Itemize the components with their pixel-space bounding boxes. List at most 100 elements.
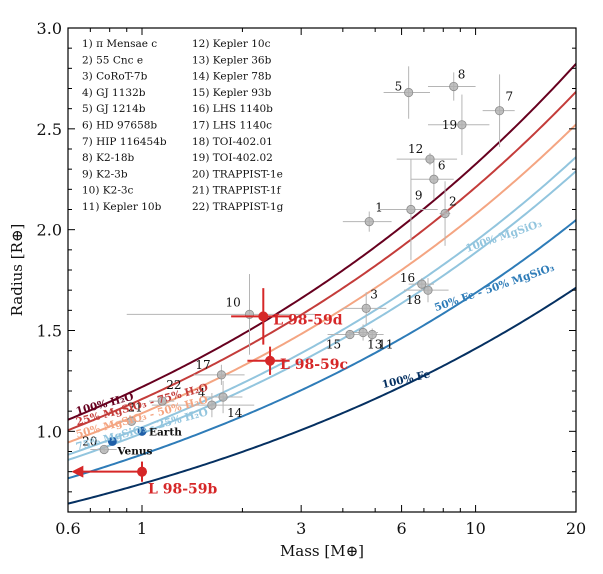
literature-planet: 7	[482, 74, 515, 147]
composition-curve	[68, 170, 576, 461]
curve-label: 100% Fe	[381, 368, 432, 391]
literature-planet: 18	[403, 278, 449, 307]
literature-planet: 19	[427, 94, 490, 156]
legend-entry: 2) 55 Cnc e	[82, 54, 143, 66]
y-tick-label: 2.0	[37, 221, 62, 240]
literature-planet: 14	[200, 380, 243, 420]
planet-marker	[406, 204, 416, 215]
legend-entry: 10) K2-3c	[82, 185, 134, 197]
planet-number-label: 19	[442, 118, 457, 132]
planet-number-label: 20	[82, 434, 97, 448]
x-tick-label: 10	[465, 519, 485, 538]
planet-marker	[417, 279, 427, 289]
planet-number-label: 22	[166, 378, 181, 392]
legend-entry: 4) GJ 1132b	[82, 87, 146, 99]
solar-system-label: Earth	[149, 426, 182, 438]
solar-system-planets: Earth Venus	[107, 426, 182, 457]
legend-entry: 9) K2-3b	[82, 168, 128, 180]
planet-number-label: 6	[438, 158, 446, 172]
composition-curve	[68, 91, 576, 432]
composition-curve	[68, 63, 576, 421]
legend-entry: 6) HD 97658b	[82, 120, 157, 132]
planet-marker	[258, 311, 269, 322]
highlighted-planet: L 98-59c	[247, 346, 348, 375]
x-tick-label: 3	[296, 519, 306, 538]
highlighted-planet-label: L 98-59c	[280, 357, 348, 373]
planet-number-label: 4	[198, 386, 206, 400]
legend-entry: 18) TOI-402.01	[192, 136, 273, 148]
composition-curve	[68, 219, 576, 480]
legend-entry: 12) Kepler 10c	[192, 38, 271, 50]
y-tick-label: 1.5	[37, 322, 62, 341]
legend-entry: 8) K2-18b	[82, 152, 135, 164]
legend-entry: 19) TOI-402.02	[192, 152, 273, 164]
planet-marker	[265, 355, 276, 366]
planet-number-label: 18	[406, 293, 421, 307]
planet-marker	[440, 208, 450, 219]
literature-planet: 3	[342, 287, 387, 325]
literature-planet: 8	[427, 67, 476, 101]
planet-number-label: 7	[506, 90, 514, 104]
planet-number-label: 13	[367, 338, 382, 352]
planet-marker	[457, 120, 467, 130]
planet-number-label: 9	[415, 189, 423, 203]
literature-planet: 9	[378, 159, 438, 260]
legend-entry: 5) GJ 1214b	[82, 103, 146, 115]
planet-marker	[157, 396, 167, 406]
highlighted-planets: L 98-59b L 98-59c L 98-59d	[71, 288, 348, 498]
solar-system-marker	[137, 426, 147, 436]
planet-number-label: 15	[326, 338, 341, 352]
planet-marker	[345, 329, 355, 340]
planet-marker	[494, 106, 505, 116]
planet-marker	[358, 327, 368, 338]
planet-number-label: 3	[370, 287, 378, 301]
planet-number-label: 2	[449, 195, 457, 209]
literature-planet: 16	[400, 271, 434, 291]
x-tick-label: 6	[396, 519, 406, 538]
literature-planet: 21	[118, 400, 144, 426]
literature-planet: 17	[193, 358, 245, 385]
y-axis-label: Radius [R⊕]	[8, 224, 26, 317]
planet-marker	[404, 87, 414, 98]
highlighted-planet-label: L 98-59b	[148, 482, 217, 498]
planet-marker	[137, 466, 148, 477]
legend-entry: 22) TRAPPIST-1g	[192, 201, 284, 213]
literature-planet: 5	[383, 66, 430, 119]
legend-entry: 7) HIP 116454b	[82, 136, 167, 148]
x-tick-label: 20	[566, 519, 586, 538]
x-axis-label: Mass [M⊕]	[280, 542, 364, 560]
planet-marker	[126, 416, 137, 426]
planet-marker	[216, 370, 227, 380]
literature-planet: 12	[396, 142, 458, 166]
planet-number-label: 17	[195, 358, 210, 372]
legend-entry: 3) CoRoT-7b	[82, 71, 148, 83]
x-tick-label: 0.6	[55, 519, 80, 538]
planet-number-label: 10	[225, 295, 240, 309]
literature-planet: 1	[342, 201, 392, 232]
planet-number-label: 21	[127, 400, 142, 414]
solar-system-marker	[107, 436, 117, 446]
planet-number-label: 11	[378, 338, 393, 352]
legend-entry: 16) LHS 1140b	[192, 103, 273, 115]
legend-entry: 20) TRAPPIST-1e	[192, 168, 283, 180]
legend-entry: 17) LHS 1140c	[192, 120, 272, 132]
planet-marker	[423, 285, 433, 295]
legend-entry: 1) π Mensae c	[82, 38, 157, 50]
y-tick-label: 1.0	[37, 422, 62, 441]
literature-planet: 15	[326, 329, 370, 352]
planet-legend: 1) π Mensae c 2) 55 Cnc e 3) CoRoT-7b 4) GJ…	[82, 38, 284, 213]
literature-planet: 6	[410, 158, 454, 200]
planet-number-label: 1	[375, 201, 383, 215]
literature-planet: 20	[82, 434, 117, 455]
planet-number-label: 14	[227, 406, 243, 420]
composition-curve	[68, 286, 576, 505]
planet-marker	[425, 154, 435, 164]
planet-marker	[364, 217, 374, 227]
highlighted-planet: L 98-59b	[71, 461, 217, 498]
planet-marker	[207, 400, 217, 410]
highlighted-planet: L 98-59d	[231, 288, 343, 345]
